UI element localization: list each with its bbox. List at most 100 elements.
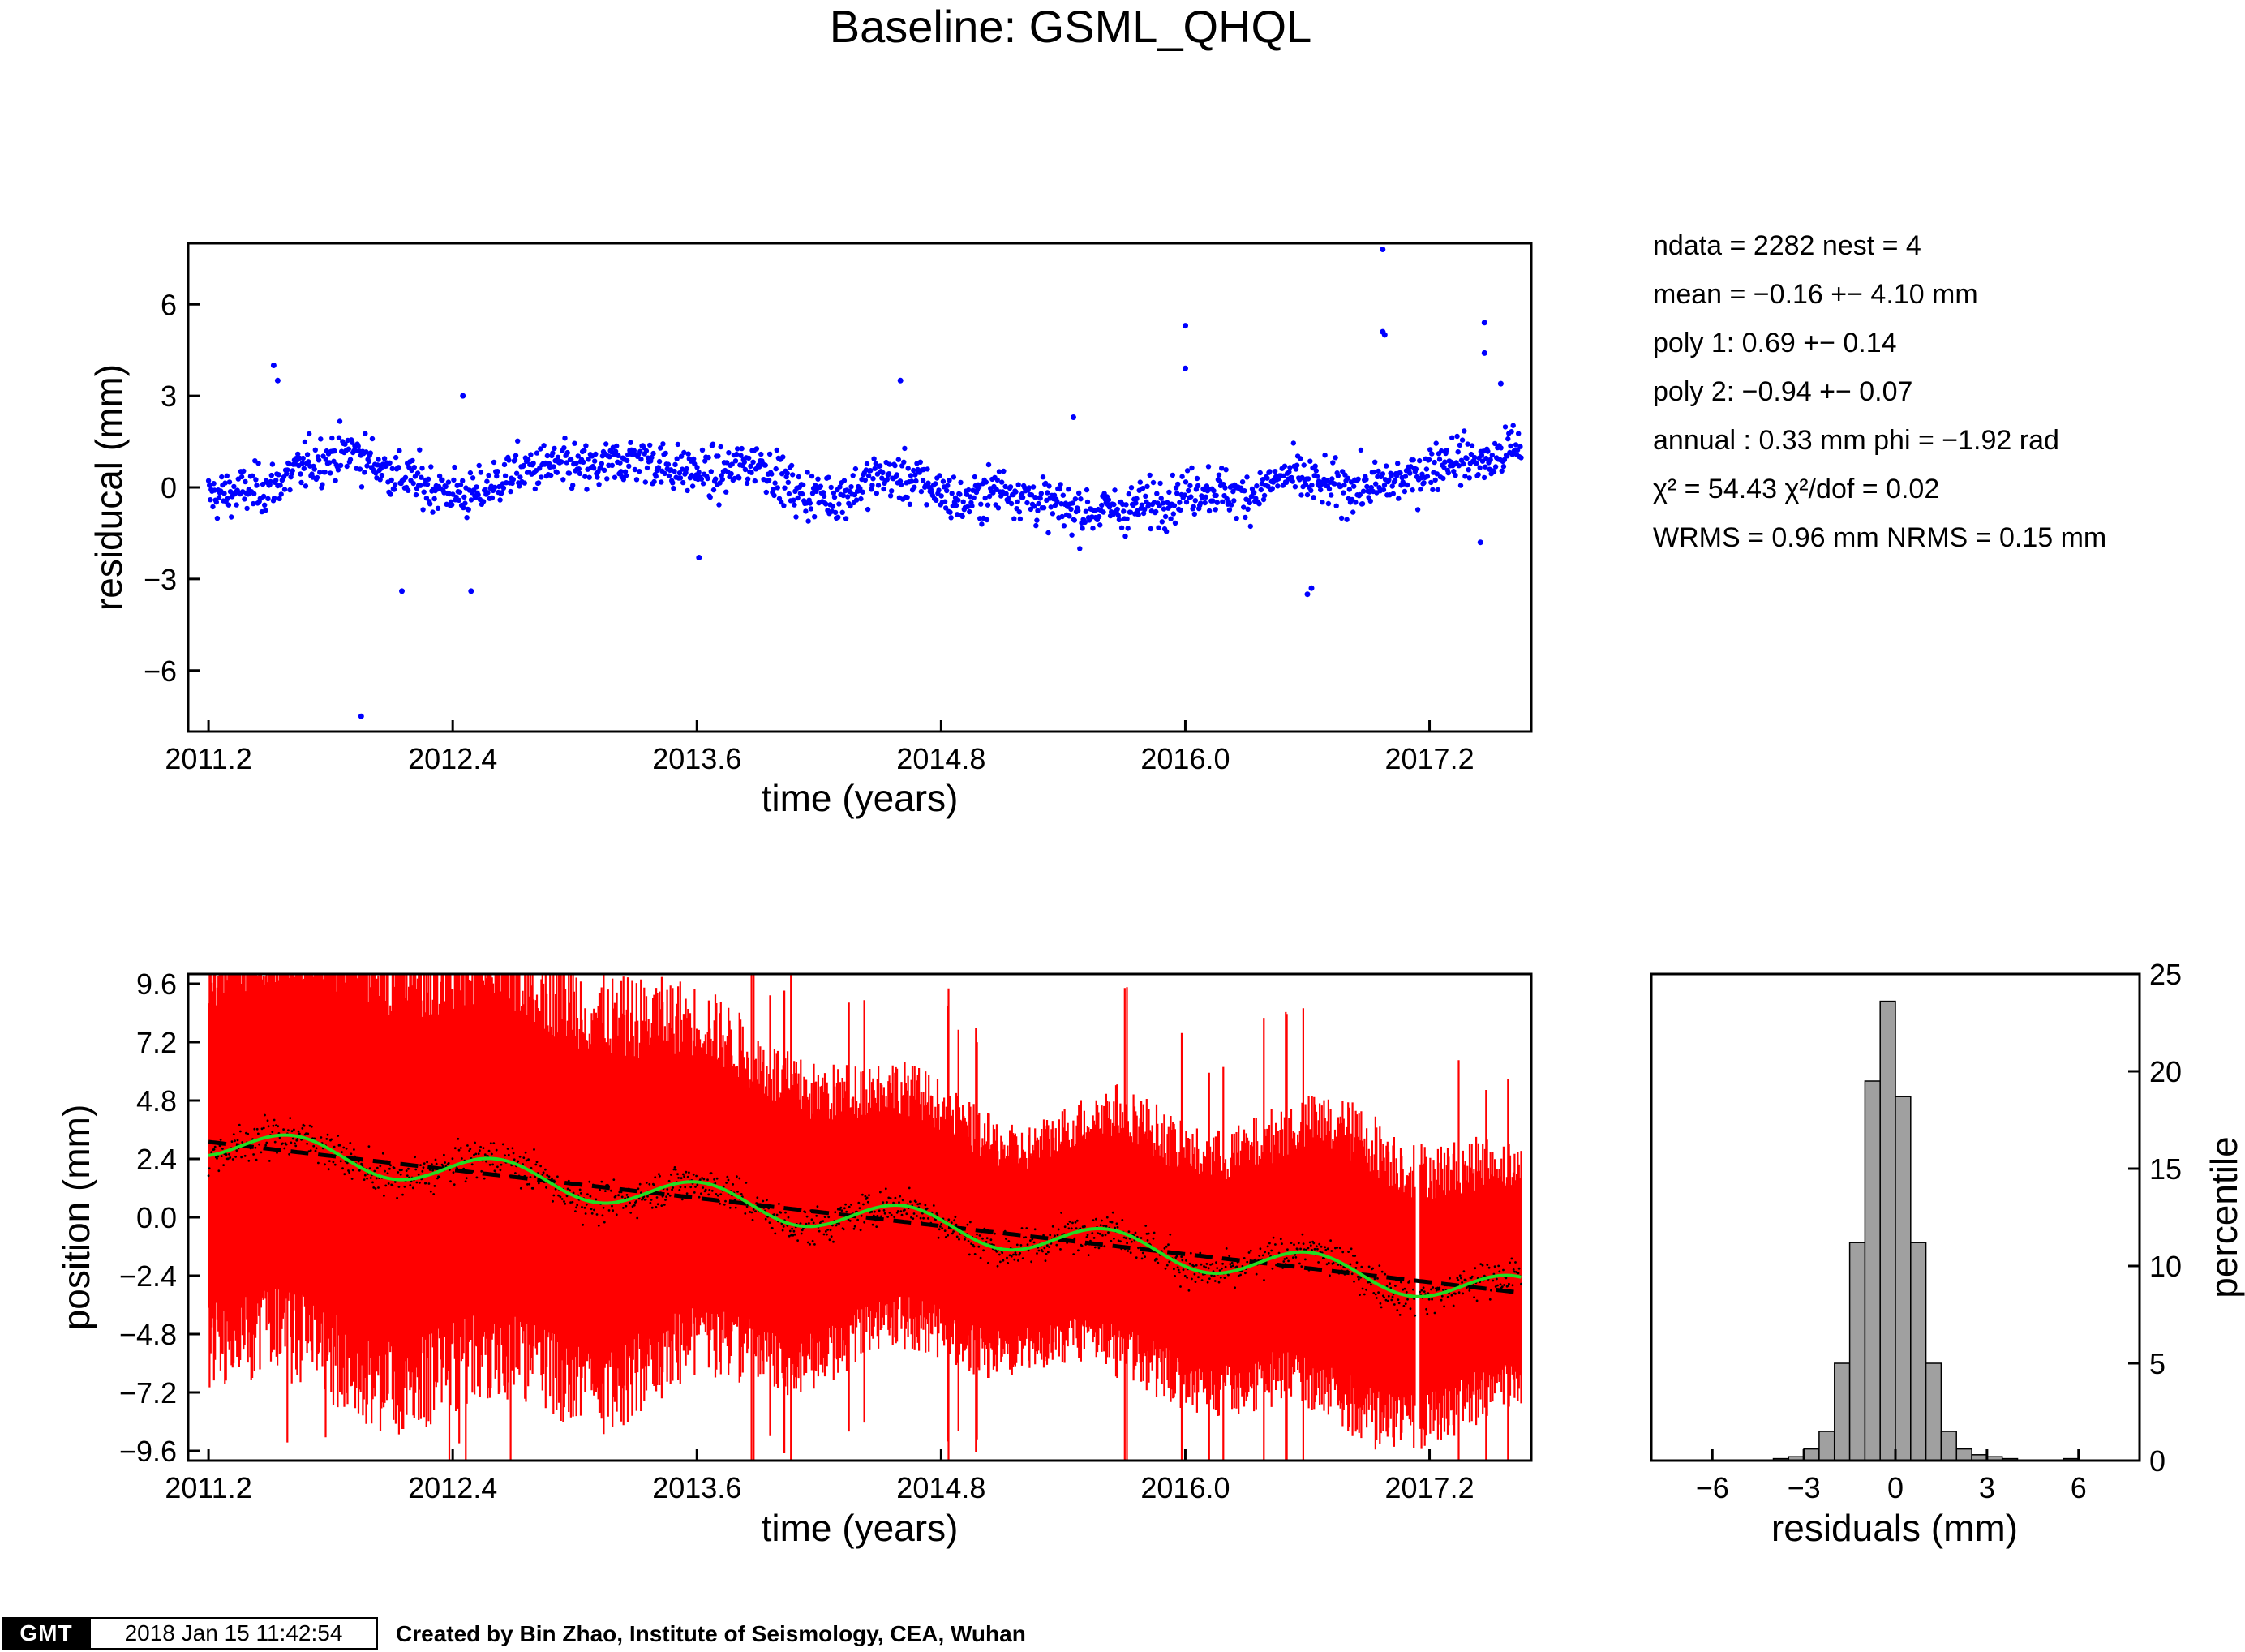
residual-point	[1191, 511, 1198, 517]
position-point	[220, 1155, 223, 1157]
residual-point	[1195, 483, 1201, 489]
residual-point	[823, 501, 829, 507]
residual-point	[1121, 508, 1127, 514]
position-point	[702, 1186, 705, 1189]
position-point	[1426, 1312, 1429, 1315]
position-point	[432, 1193, 436, 1195]
residual-point	[260, 481, 266, 487]
residual-point	[886, 471, 892, 477]
position-point	[813, 1243, 816, 1246]
position-point	[918, 1202, 921, 1205]
position-point	[848, 1205, 851, 1208]
residual-point	[1492, 440, 1498, 447]
position-point	[1230, 1261, 1234, 1264]
position-point	[1378, 1264, 1381, 1267]
position-point	[1304, 1258, 1307, 1261]
position-point	[829, 1229, 832, 1232]
position-point	[786, 1224, 789, 1227]
residual-point	[1075, 508, 1081, 513]
position-point	[820, 1220, 822, 1223]
position-point	[672, 1186, 675, 1189]
position-point	[1110, 1221, 1114, 1224]
position-point	[1300, 1265, 1303, 1268]
y-tick-label: 15	[2149, 1152, 2182, 1186]
position-point	[832, 1240, 835, 1243]
position-point	[252, 1153, 255, 1156]
position-point	[599, 1188, 601, 1191]
position-point	[799, 1222, 802, 1225]
residual-point	[738, 453, 744, 458]
position-point	[262, 1126, 265, 1130]
residual-point	[1015, 499, 1020, 504]
residual-point	[449, 502, 455, 508]
residual-point	[532, 486, 538, 492]
position-point	[1379, 1302, 1382, 1305]
position-point	[474, 1141, 476, 1144]
position-point	[1203, 1265, 1205, 1268]
position-point	[1216, 1267, 1219, 1269]
position-point	[1185, 1259, 1187, 1262]
position-point	[1457, 1291, 1461, 1294]
residual-point	[1084, 487, 1090, 493]
position-point	[243, 1154, 247, 1157]
residual-point	[660, 441, 666, 447]
residual-point	[242, 496, 247, 502]
residual-point	[559, 459, 564, 465]
residual-point	[496, 483, 502, 490]
residual-point	[694, 465, 700, 470]
position-point	[282, 1128, 285, 1131]
page-title: Baseline: GSML_QHQL	[830, 1, 1311, 52]
residual-point	[1345, 475, 1350, 481]
residual-point	[889, 488, 895, 494]
residual-point	[430, 509, 436, 515]
residual-point	[1491, 469, 1497, 475]
position-point	[1157, 1261, 1160, 1264]
residual-point	[466, 507, 471, 513]
position-point	[1145, 1232, 1148, 1235]
residual-point	[746, 455, 752, 461]
residual-point	[1213, 507, 1218, 513]
position-point	[414, 1168, 418, 1171]
residual-point	[967, 508, 972, 515]
residual-point	[336, 435, 342, 440]
position-point	[1307, 1247, 1310, 1250]
residual-point	[1435, 487, 1441, 493]
residual-point	[1162, 513, 1169, 520]
residual-point	[1179, 474, 1185, 479]
position-point	[410, 1180, 413, 1183]
residual-point	[307, 431, 312, 437]
position-point	[941, 1227, 944, 1229]
residual-point	[1123, 502, 1129, 508]
position-point	[876, 1214, 879, 1217]
residual-point	[243, 478, 248, 485]
residual-point	[1147, 472, 1153, 478]
position-point	[595, 1198, 598, 1201]
position-point	[1200, 1279, 1204, 1281]
residual-point	[592, 458, 598, 464]
position-point	[1514, 1261, 1517, 1264]
residual-point	[841, 478, 848, 483]
residual-point	[1034, 517, 1040, 523]
residual-point	[255, 461, 261, 466]
residual-point	[213, 499, 219, 505]
position-point	[1452, 1304, 1455, 1307]
residual-point	[369, 436, 376, 442]
residual-outlier	[696, 555, 702, 560]
residual-point	[792, 502, 797, 508]
residual-point	[871, 456, 877, 461]
position-point	[308, 1124, 311, 1127]
position-point	[1116, 1225, 1119, 1229]
residual-point	[869, 487, 874, 492]
residual-point	[999, 479, 1005, 485]
position-point	[1334, 1247, 1337, 1250]
position-point	[726, 1175, 729, 1178]
residual-point	[211, 481, 217, 487]
residual-point	[318, 436, 324, 442]
position-point	[862, 1203, 865, 1206]
timestamp-text: 2018 Jan 15 11:42:54	[124, 1620, 343, 1646]
position-point	[1393, 1303, 1396, 1306]
position-point	[1032, 1241, 1036, 1244]
residual-point	[1057, 486, 1062, 492]
position-point	[1513, 1270, 1516, 1273]
